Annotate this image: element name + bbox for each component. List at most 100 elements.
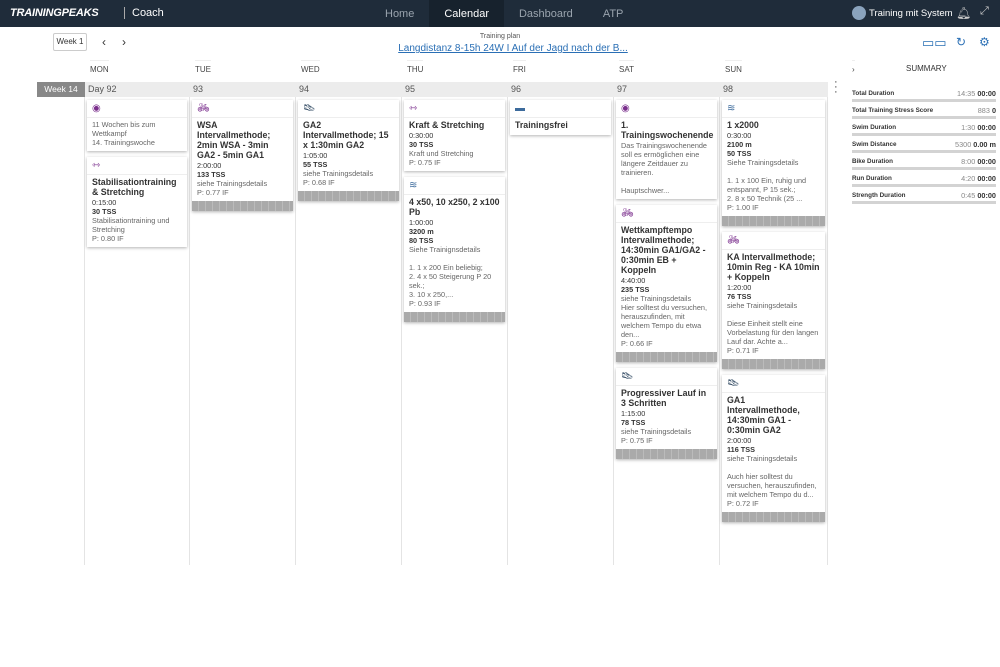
workout-tss: 78 TSS: [621, 418, 646, 427]
day-number: 95: [405, 84, 416, 94]
summary-row: Swim Distance 5300 0.00 m: [852, 136, 996, 153]
workout-graph: [616, 449, 717, 459]
summary-row: Bike Duration 8:00 00:00: [852, 153, 996, 170]
workout-card[interactable]: 🚲︎ KA Intervallmethode; 10min Reg - KA 10…: [722, 232, 825, 369]
event-line: 11 Wochen bis zum Wettkampf: [92, 120, 156, 138]
calendar-view-icon[interactable]: ▭▭: [922, 35, 947, 50]
workout-title: Trainingsfrei: [515, 120, 568, 130]
workout-title: 4 x50, 10 x250, 2 x100 Pb: [409, 197, 500, 217]
workout-duration: 0:30:00: [409, 131, 434, 140]
workout-description: Stabilisationtraining und Stretching: [92, 216, 170, 234]
workout-if: P: 0.72 IF: [727, 499, 759, 508]
day-number: Day 92: [88, 84, 117, 94]
chevron-right-icon[interactable]: ›: [852, 60, 855, 78]
top-nav: TRAININGPEAKS Coach Home Calendar Dashboar…: [0, 0, 1000, 27]
nav-home[interactable]: Home: [385, 8, 415, 20]
summary-label: Total Training Stress Score: [852, 107, 934, 114]
summary-completed: 00:00: [977, 191, 996, 200]
week-button[interactable]: Week 1: [53, 33, 87, 51]
user-menu[interactable]: Training mit System: [852, 6, 953, 20]
summary-planned: 0:45: [961, 191, 976, 200]
workout-if: P: 0.77 IF: [197, 188, 229, 197]
workout-title: GA1 Intervallmethode, 14:30min GA1 - 0:3…: [727, 395, 800, 435]
summary-label: Total Duration: [852, 90, 895, 97]
product-label: Coach: [132, 7, 164, 19]
summary-planned: 5300: [955, 140, 972, 149]
workout-tss: 133 TSS: [197, 170, 226, 179]
workout-graph: [298, 191, 399, 201]
workout-card[interactable]: 🚲︎ Wettkampftempo Intervallmethode; 14:30…: [616, 205, 717, 362]
event-icon: ◉: [87, 100, 187, 118]
day-header-sun: SUN: [725, 60, 742, 78]
workout-graph: [722, 216, 825, 226]
bike-icon: 🚲︎: [722, 232, 825, 250]
workout-title: 1 x2000: [727, 120, 759, 130]
summary-header: SUMMARY: [848, 60, 1000, 78]
workout-graph: [616, 352, 717, 362]
day-column-wed: 👟︎ GA2 Intervallmethode; 15 x 1:30min GA2…: [296, 97, 402, 565]
workout-card[interactable]: 👟︎ GA1 Intervallmethode, 14:30min GA1 - 0…: [722, 375, 825, 522]
day-column-tue: 🚲︎ WSA Intervallmethode; 2min WSA - 3min …: [190, 97, 296, 565]
logo[interactable]: TRAININGPEAKS: [10, 7, 99, 19]
workout-title: Kraft & Stretching: [409, 120, 485, 130]
workout-card[interactable]: 🚲︎ WSA Intervallmethode; 2min WSA - 3min …: [192, 100, 293, 211]
expand-icon[interactable]: ⤢: [980, 5, 989, 17]
workout-title: Wettkampftempo Intervallmethode; 14:30mi…: [621, 225, 706, 275]
plan-link[interactable]: Langdistanz 8-15h 24W I Auf der Jagd nac…: [398, 43, 628, 54]
more-options-icon[interactable]: · · ·: [834, 76, 838, 98]
calendar-settings-icon[interactable]: ⚙: [979, 35, 990, 49]
workout-description: Kraft und Stretching: [409, 149, 474, 158]
day-column-sun: ≋ 1 x2000 0:30:00 2100 m 50 TSS Siehe Trainin…: [720, 97, 828, 565]
workout-duration: 1:20:00: [727, 283, 752, 292]
summary-completed: 00:00: [977, 89, 996, 98]
workout-distance: 3200 m: [409, 227, 434, 236]
bike-icon: 🚲︎: [192, 100, 293, 118]
workout-duration: 2:00:00: [197, 161, 222, 170]
refresh-icon[interactable]: ↻: [956, 35, 967, 49]
nav-dashboard[interactable]: Dashboard: [518, 8, 573, 20]
week-label: Week 14: [37, 82, 85, 97]
summary-completed: 0: [991, 106, 996, 115]
chevron-left-icon[interactable]: ‹: [102, 35, 106, 49]
day-number: 96: [511, 84, 522, 94]
chevron-right-icon[interactable]: ›: [122, 35, 126, 49]
workout-description: Das Trainingswochenende soll es ermöglic…: [621, 141, 707, 195]
summary-label: Strength Duration: [852, 192, 906, 199]
nav-atp[interactable]: ATP: [602, 8, 624, 20]
workout-card[interactable]: ≋ 1 x2000 0:30:00 2100 m 50 TSS Siehe Trainin…: [722, 100, 825, 226]
workout-tss: 50 TSS: [727, 149, 752, 158]
workout-card[interactable]: ◉ 1. Trainingswochenende Das Trainingswoch…: [616, 100, 717, 199]
workout-graph: [404, 312, 505, 322]
workout-card[interactable]: ▬ Trainingsfrei: [510, 100, 611, 135]
workout-tss: 76 TSS: [727, 292, 752, 301]
workout-distance: 2100 m: [727, 140, 752, 149]
summary-completed: 0.00 m: [973, 140, 996, 149]
summary-row: Total Duration 14:35 00:00: [852, 85, 996, 102]
workout-if: P: 0.80 IF: [92, 234, 124, 243]
summary-row: Swim Duration 1:30 00:00: [852, 119, 996, 136]
day-header-mon: MON: [90, 60, 109, 78]
day-column-fri: ▬ Trainingsfrei: [508, 97, 614, 565]
workout-title: KA Intervallmethode; 10min Reg - KA 10mi…: [727, 252, 820, 282]
bell-icon[interactable]: 🔔︎: [956, 6, 972, 20]
workout-card[interactable]: ◉ 11 Wochen bis zum Wettkampf 14. Training…: [87, 100, 187, 151]
summary-completed: 00:00: [977, 123, 996, 132]
rest-day-icon: ▬: [510, 100, 611, 118]
workout-card[interactable]: 👟︎ Progressiver Lauf in 3 Schritten 1:15:0…: [616, 368, 717, 459]
day-header-fri: FRI: [513, 60, 526, 78]
workout-duration: 4:40:00: [621, 276, 646, 285]
day-column-sat: ◉ 1. Trainingswochenende Das Trainingswoch…: [614, 97, 720, 565]
workout-graph: [722, 512, 825, 522]
workout-card[interactable]: ⇿ Stabilisationtraining & Stretching 0:15:…: [87, 157, 187, 247]
workout-description: siehe Trainingsdetails: [197, 179, 268, 188]
workout-duration: 0:30:00: [727, 131, 752, 140]
workout-description: Siehe Trainingsdetails 1. 1 x 100 Ein, r…: [727, 158, 807, 203]
workout-card[interactable]: 👟︎ GA2 Intervallmethode; 15 x 1:30min GA2…: [298, 100, 399, 201]
nav-calendar[interactable]: Calendar: [429, 0, 504, 27]
workout-description: Siehe Trainignsdetails 1. 1 x 200 Ein be…: [409, 245, 492, 299]
summary-title: SUMMARY: [906, 64, 947, 73]
workout-if: P: 0.66 IF: [621, 339, 653, 348]
run-icon: 👟︎: [616, 368, 717, 386]
workout-card[interactable]: ⇿ Kraft & Stretching 0:30:00 30 TSS Kraft un…: [404, 100, 505, 171]
